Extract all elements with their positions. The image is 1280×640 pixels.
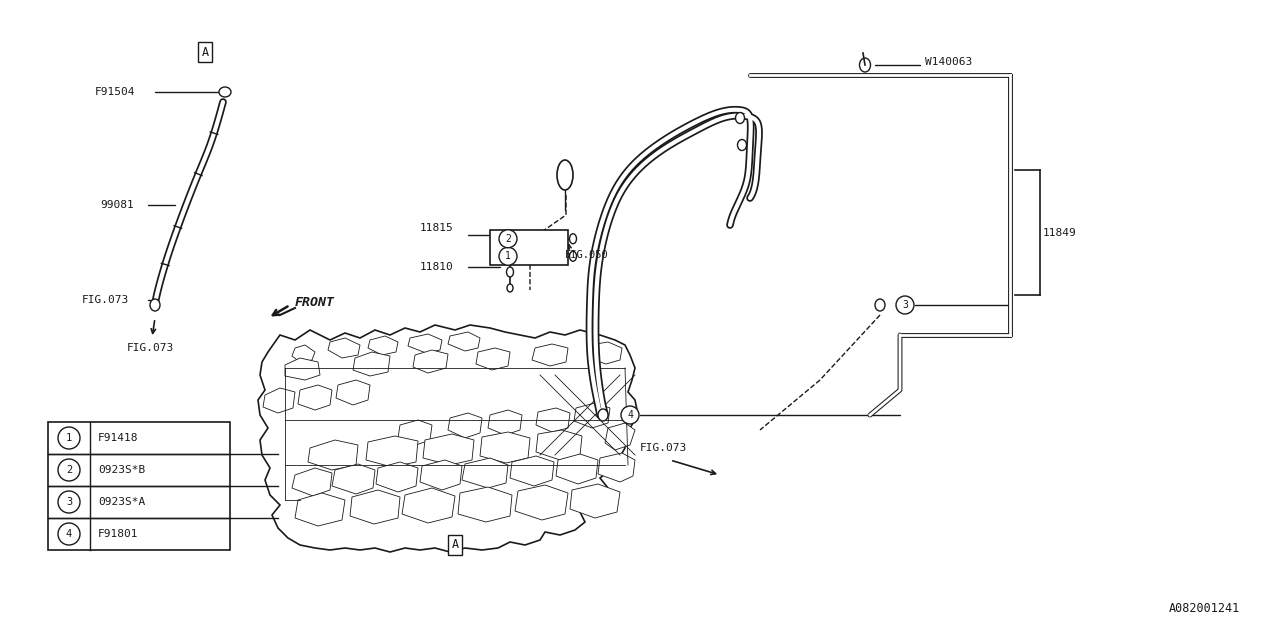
Polygon shape [488, 410, 522, 435]
Circle shape [499, 247, 517, 265]
Polygon shape [292, 468, 332, 496]
Polygon shape [292, 345, 315, 362]
Text: FIG.073: FIG.073 [82, 295, 129, 305]
Text: F91504: F91504 [95, 87, 136, 97]
Ellipse shape [507, 267, 513, 277]
Polygon shape [509, 456, 554, 486]
Ellipse shape [737, 140, 746, 150]
Polygon shape [349, 490, 399, 524]
Text: 1: 1 [506, 252, 511, 261]
Polygon shape [332, 464, 375, 494]
Text: 99081: 99081 [100, 200, 133, 210]
Text: FRONT: FRONT [294, 296, 335, 308]
Text: 4: 4 [65, 529, 72, 539]
Polygon shape [285, 358, 320, 380]
Polygon shape [573, 403, 611, 428]
Text: 0923S*B: 0923S*B [99, 465, 145, 475]
Polygon shape [335, 380, 370, 405]
Text: FIG.050: FIG.050 [564, 250, 609, 260]
Polygon shape [376, 462, 419, 492]
Ellipse shape [876, 299, 884, 311]
Polygon shape [308, 440, 358, 470]
Ellipse shape [598, 409, 608, 421]
Polygon shape [588, 342, 622, 364]
Text: 11810: 11810 [420, 262, 453, 272]
Circle shape [58, 523, 79, 545]
Polygon shape [402, 488, 454, 523]
Ellipse shape [570, 252, 576, 261]
Polygon shape [398, 420, 433, 445]
Bar [490, 230, 568, 265]
Polygon shape [476, 348, 509, 370]
Text: 3: 3 [65, 497, 72, 507]
Ellipse shape [859, 58, 870, 72]
Text: 4: 4 [627, 410, 632, 420]
Ellipse shape [736, 113, 745, 124]
Text: F91418: F91418 [99, 433, 138, 443]
Polygon shape [448, 413, 483, 438]
Polygon shape [298, 385, 332, 410]
Circle shape [621, 406, 639, 424]
Text: W140063: W140063 [925, 57, 973, 67]
Circle shape [58, 491, 79, 513]
Polygon shape [598, 453, 635, 482]
Ellipse shape [507, 284, 513, 292]
Text: 2: 2 [506, 234, 511, 244]
Text: 0923S*A: 0923S*A [99, 497, 145, 507]
Text: A082001241: A082001241 [1169, 602, 1240, 615]
Polygon shape [259, 325, 637, 552]
Polygon shape [366, 436, 419, 467]
Polygon shape [480, 432, 530, 463]
Polygon shape [353, 352, 390, 376]
Ellipse shape [219, 87, 230, 97]
Text: 11815: 11815 [420, 223, 453, 233]
Polygon shape [458, 487, 512, 522]
Bar [49, 422, 230, 550]
Text: 1: 1 [65, 433, 72, 443]
Circle shape [58, 459, 79, 481]
Polygon shape [413, 350, 448, 373]
Polygon shape [328, 338, 360, 358]
Polygon shape [420, 460, 462, 490]
Polygon shape [536, 408, 570, 432]
Polygon shape [462, 458, 508, 488]
Polygon shape [294, 493, 346, 526]
Circle shape [499, 230, 517, 248]
Ellipse shape [557, 160, 573, 190]
Text: 3: 3 [902, 300, 908, 310]
Polygon shape [605, 423, 635, 450]
Text: FIG.073: FIG.073 [640, 443, 687, 453]
Polygon shape [422, 434, 474, 465]
Polygon shape [262, 388, 294, 413]
Polygon shape [515, 485, 568, 520]
Polygon shape [570, 484, 620, 518]
Ellipse shape [150, 299, 160, 311]
Polygon shape [532, 344, 568, 366]
Polygon shape [408, 334, 442, 353]
Text: F91801: F91801 [99, 529, 138, 539]
Text: 11849: 11849 [1043, 227, 1076, 237]
Text: 2: 2 [65, 465, 72, 475]
Ellipse shape [570, 234, 576, 244]
Circle shape [896, 296, 914, 314]
Text: FIG.073: FIG.073 [127, 343, 174, 353]
Text: A: A [452, 538, 458, 552]
Text: A: A [201, 45, 209, 58]
Polygon shape [536, 430, 582, 460]
Polygon shape [556, 454, 598, 484]
Polygon shape [369, 336, 398, 355]
Polygon shape [448, 332, 480, 351]
Circle shape [58, 427, 79, 449]
